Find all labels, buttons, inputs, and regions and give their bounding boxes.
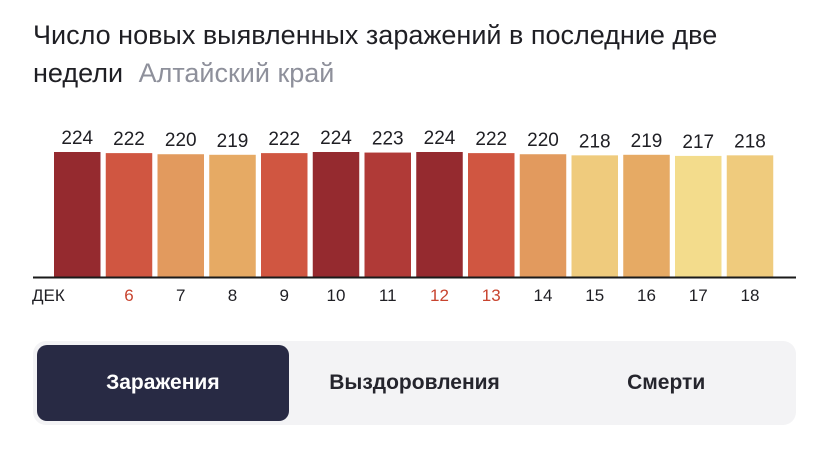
day-label-9: 9 bbox=[280, 286, 289, 305]
month-label: ДЕК bbox=[32, 286, 65, 305]
value-label-12: 224 bbox=[424, 128, 456, 149]
day-label-18: 18 bbox=[741, 286, 760, 305]
tab-deaths[interactable]: Смерти bbox=[627, 371, 706, 394]
chart-title: Число новых выявленных заражений в после… bbox=[33, 16, 803, 92]
bar-16 bbox=[623, 154, 670, 277]
day-label-16: 16 bbox=[637, 286, 656, 305]
value-label-14: 220 bbox=[527, 130, 559, 151]
value-label-16: 219 bbox=[631, 131, 663, 152]
bar-14 bbox=[519, 154, 567, 277]
day-label-11: 11 bbox=[379, 286, 397, 305]
day-label-7: 7 bbox=[176, 286, 185, 305]
value-label-7: 220 bbox=[165, 130, 197, 151]
value-label-15: 218 bbox=[579, 131, 611, 152]
day-label-8: 8 bbox=[228, 286, 237, 305]
day-label-15: 15 bbox=[585, 286, 604, 305]
bar-13 bbox=[468, 153, 515, 277]
chart-title-text: Число новых выявленных заражений в после… bbox=[33, 20, 718, 88]
day-label-12: 12 bbox=[430, 286, 449, 305]
bar-15 bbox=[571, 155, 618, 277]
value-label-8: 219 bbox=[217, 131, 249, 152]
day-label-6: 6 bbox=[124, 286, 133, 305]
region-label: Алтайский край bbox=[138, 58, 335, 88]
day-label-17: 17 bbox=[689, 286, 708, 305]
value-label-10: 224 bbox=[320, 128, 352, 149]
tab-recoveries[interactable]: Выздоровления bbox=[329, 371, 500, 394]
value-label-18: 218 bbox=[734, 131, 766, 152]
bar-17 bbox=[675, 155, 722, 277]
bar-18 bbox=[726, 155, 774, 277]
metric-tabs: Заражения Выздоровления Смерти bbox=[33, 341, 796, 425]
value-label-6: 222 bbox=[113, 129, 145, 150]
bar-7 bbox=[157, 154, 204, 277]
day-label-10: 10 bbox=[327, 286, 346, 305]
value-label-9: 222 bbox=[268, 129, 300, 150]
day-label-14: 14 bbox=[534, 286, 553, 305]
day-label-13: 13 bbox=[482, 286, 501, 305]
value-label-13: 222 bbox=[475, 129, 507, 150]
bar-6 bbox=[105, 153, 153, 277]
bar-9 bbox=[261, 153, 308, 277]
value-label-17: 217 bbox=[682, 132, 714, 153]
value-label-5: 224 bbox=[61, 128, 93, 149]
bar-8 bbox=[209, 154, 256, 277]
bar-11 bbox=[364, 152, 411, 277]
bar-5 bbox=[54, 152, 101, 277]
bar-chart: 224 222 6 220 7 219 8 222 9 224 10 223 11 224 12 222 13 2… bbox=[32, 128, 796, 305]
value-label-11: 223 bbox=[372, 129, 404, 150]
bar-10 bbox=[312, 152, 360, 277]
bar-12 bbox=[416, 152, 463, 277]
tab-infections[interactable]: Заражения bbox=[37, 345, 289, 421]
